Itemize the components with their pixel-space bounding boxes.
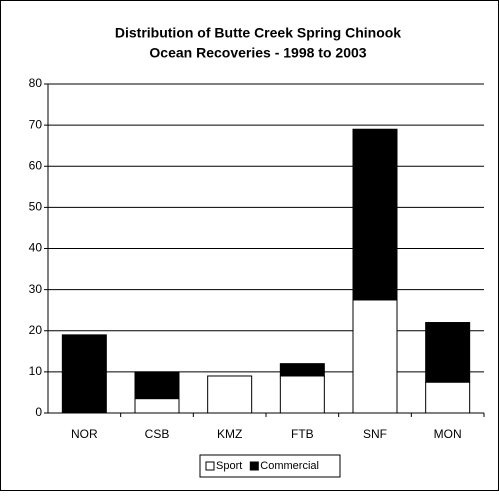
bar-segment [352, 128, 398, 301]
x-tick-label: MON [434, 427, 462, 441]
legend-label: Commercial [260, 460, 319, 472]
y-tick-label: 60 [29, 158, 43, 172]
chart-title: Ocean Recoveries - 1998 to 2003 [149, 45, 366, 61]
bar-segment [61, 334, 107, 414]
legend-box [199, 454, 341, 478]
bar-segment [134, 398, 180, 414]
y-tick-label: 70 [29, 117, 43, 131]
bar-segment [279, 363, 325, 377]
legend-swatch [249, 461, 259, 471]
y-tick-label: 50 [29, 200, 43, 214]
y-tick-label: 10 [29, 364, 43, 378]
bar-segment [207, 375, 253, 414]
y-tick-label: 20 [29, 323, 43, 337]
x-tick-label: KMZ [217, 427, 242, 441]
chart-title: Distribution of Butte Creek Spring Chino… [115, 25, 401, 41]
y-tick-label: 40 [29, 241, 43, 255]
x-tick-label: CSB [145, 427, 170, 441]
bar-segment [425, 322, 471, 383]
bar-segment [425, 381, 471, 414]
bar-segment [352, 299, 398, 414]
y-tick-label: 80 [29, 76, 43, 90]
legend-swatch [205, 461, 215, 471]
y-tick-label: 0 [35, 405, 42, 419]
bar-segment [279, 375, 325, 414]
y-tick-label: 30 [29, 282, 43, 296]
x-tick-label: SNF [363, 427, 387, 441]
x-tick-label: NOR [71, 427, 98, 441]
bar-segment [134, 371, 180, 400]
legend-label: Sport [216, 460, 242, 472]
x-tick-label: FTB [291, 427, 314, 441]
